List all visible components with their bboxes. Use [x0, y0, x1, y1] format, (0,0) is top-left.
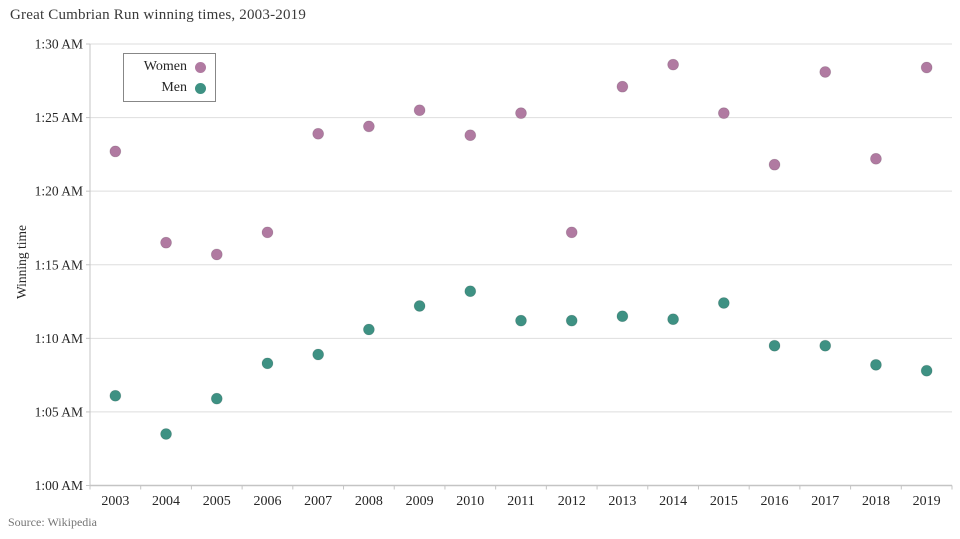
x-tick-label: 2007 — [304, 494, 332, 509]
legend-label-men: Men — [161, 80, 187, 95]
data-point-men-2008 — [362, 323, 375, 336]
data-point-women-2012 — [565, 226, 578, 239]
legend-item-women: Women — [124, 58, 206, 76]
y-tick-label: 1:00 AM — [35, 478, 83, 493]
x-tick-label: 2005 — [203, 494, 231, 509]
data-point-men-2005 — [210, 392, 223, 405]
y-tick-label: 1:30 AM — [35, 37, 83, 52]
data-point-women-2015 — [717, 107, 730, 120]
data-point-men-2010 — [464, 285, 477, 298]
data-point-men-2012 — [565, 314, 578, 327]
x-tick-label: 2008 — [355, 494, 383, 509]
data-point-men-2007 — [312, 348, 325, 361]
data-point-women-2018 — [870, 152, 882, 165]
data-point-women-2006 — [261, 226, 274, 239]
data-point-men-2015 — [717, 297, 730, 309]
x-tick-label: 2013 — [608, 494, 636, 509]
data-point-women-2019 — [920, 61, 933, 74]
y-tick-label: 1:10 AM — [35, 331, 83, 346]
source-attribution: Source: Wikipedia — [8, 515, 97, 529]
men-series-dot-icon — [195, 82, 206, 94]
data-point-women-2014 — [667, 58, 680, 71]
chart-title: Great Cumbrian Run winning times, 2003-2… — [10, 7, 307, 23]
data-point-women-2004 — [160, 236, 172, 249]
y-tick-label: 1:15 AM — [35, 257, 83, 272]
data-point-men-2009 — [413, 300, 426, 312]
x-tick-label: 2017 — [811, 494, 839, 509]
data-point-men-2018 — [870, 358, 882, 371]
legend-label-women: Women — [143, 59, 187, 74]
data-point-men-2013 — [616, 310, 629, 323]
data-point-women-2017 — [819, 66, 832, 78]
data-point-men-2003 — [109, 389, 122, 402]
x-tick-label: 2010 — [456, 494, 484, 509]
x-tick-label: 2018 — [862, 494, 890, 509]
x-tick-label: 2014 — [659, 494, 687, 509]
data-point-men-2004 — [160, 428, 172, 440]
data-point-men-2011 — [515, 314, 527, 327]
data-point-women-2005 — [210, 248, 223, 261]
x-tick-label: 2011 — [507, 494, 534, 509]
y-tick-label: 1:20 AM — [35, 184, 83, 199]
x-tick-label: 2006 — [253, 494, 281, 509]
data-point-women-2016 — [768, 158, 781, 171]
data-point-women-2003 — [109, 145, 122, 158]
data-point-men-2016 — [768, 339, 781, 352]
x-tick-label: 2012 — [558, 494, 586, 509]
legend-item-men: Men — [124, 79, 206, 97]
data-point-women-2013 — [616, 80, 629, 93]
data-point-men-2017 — [819, 339, 832, 352]
data-point-men-2014 — [667, 313, 680, 326]
data-point-women-2010 — [464, 129, 477, 142]
x-tick-label: 2004 — [152, 494, 180, 509]
data-point-men-2006 — [261, 357, 274, 370]
x-tick-label: 2015 — [710, 494, 738, 509]
x-tick-label: 2016 — [761, 494, 789, 509]
data-point-women-2008 — [362, 120, 375, 133]
women-series-dot-icon — [195, 61, 206, 73]
legend-box: Women Men — [123, 53, 216, 102]
x-tick-label: 2003 — [101, 494, 129, 509]
y-tick-label: 1:25 AM — [35, 110, 83, 125]
data-point-women-2009 — [413, 104, 426, 117]
data-point-women-2007 — [312, 127, 325, 140]
y-tick-label: 1:05 AM — [35, 404, 83, 419]
data-point-men-2019 — [920, 364, 933, 377]
data-point-women-2011 — [515, 107, 527, 120]
y-axis-title: Winning time — [14, 224, 29, 300]
x-tick-label: 2009 — [406, 494, 434, 509]
x-tick-label: 2019 — [913, 494, 941, 509]
